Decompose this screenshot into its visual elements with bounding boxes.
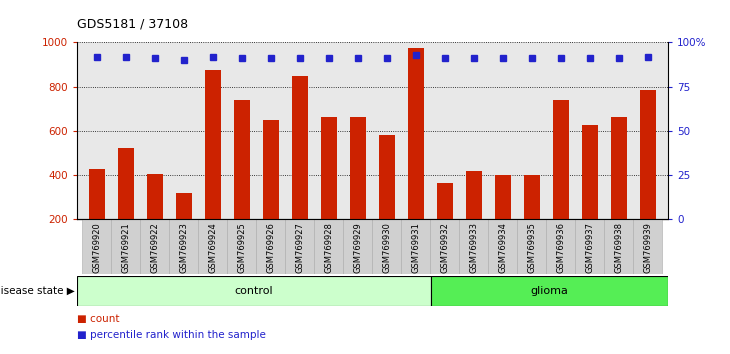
Bar: [234, 100, 250, 264]
Bar: [604, 219, 633, 274]
Bar: [372, 219, 402, 274]
Bar: [77, 276, 431, 306]
Bar: [140, 219, 169, 274]
Bar: [582, 125, 598, 264]
Bar: [315, 219, 343, 274]
Bar: [147, 174, 163, 264]
Bar: [256, 219, 285, 274]
Text: GSM769926: GSM769926: [266, 222, 275, 273]
Text: GSM769920: GSM769920: [93, 222, 101, 273]
Text: GSM769924: GSM769924: [208, 222, 218, 273]
Text: GSM769923: GSM769923: [180, 222, 188, 273]
Bar: [205, 70, 221, 264]
Bar: [199, 219, 227, 274]
Text: GSM769932: GSM769932: [440, 222, 449, 273]
Bar: [112, 219, 140, 274]
Text: GSM769934: GSM769934: [499, 222, 507, 273]
Text: disease state ▶: disease state ▶: [0, 286, 74, 296]
Bar: [263, 120, 279, 264]
Bar: [227, 219, 256, 274]
Bar: [82, 219, 112, 274]
Bar: [350, 116, 366, 264]
Bar: [431, 276, 668, 306]
Bar: [639, 90, 656, 264]
Bar: [575, 219, 604, 274]
Bar: [292, 76, 308, 264]
Text: GSM769931: GSM769931: [411, 222, 420, 273]
Text: GSM769933: GSM769933: [469, 222, 478, 273]
Bar: [118, 148, 134, 264]
Bar: [633, 219, 662, 274]
Bar: [459, 219, 488, 274]
Bar: [408, 48, 423, 264]
Text: GSM769936: GSM769936: [556, 222, 565, 273]
Bar: [553, 100, 569, 264]
Bar: [488, 219, 518, 274]
Text: GSM769927: GSM769927: [296, 222, 304, 273]
Bar: [523, 175, 539, 264]
Bar: [89, 169, 105, 264]
Bar: [321, 116, 337, 264]
Text: ■ percentile rank within the sample: ■ percentile rank within the sample: [77, 330, 266, 340]
Text: GSM769930: GSM769930: [383, 222, 391, 273]
Bar: [169, 219, 199, 274]
Text: GDS5181 / 37108: GDS5181 / 37108: [77, 18, 188, 31]
Bar: [437, 183, 453, 264]
Text: control: control: [235, 286, 273, 296]
Bar: [546, 219, 575, 274]
Bar: [402, 219, 430, 274]
Bar: [343, 219, 372, 274]
Text: GSM769935: GSM769935: [527, 222, 537, 273]
Bar: [176, 193, 192, 264]
Bar: [518, 219, 546, 274]
Text: ■ count: ■ count: [77, 314, 119, 324]
Bar: [379, 135, 395, 264]
Bar: [466, 171, 482, 264]
Text: GSM769928: GSM769928: [324, 222, 334, 273]
Text: GSM769938: GSM769938: [614, 222, 623, 273]
Text: GSM769922: GSM769922: [150, 222, 159, 273]
Text: GSM769929: GSM769929: [353, 222, 362, 273]
Text: GSM769939: GSM769939: [643, 222, 652, 273]
Bar: [285, 219, 315, 274]
Text: glioma: glioma: [531, 286, 569, 296]
Text: GSM769921: GSM769921: [121, 222, 131, 273]
Bar: [430, 219, 459, 274]
Text: GSM769937: GSM769937: [585, 222, 594, 273]
Bar: [611, 116, 626, 264]
Bar: [495, 175, 511, 264]
Text: GSM769925: GSM769925: [237, 222, 246, 273]
